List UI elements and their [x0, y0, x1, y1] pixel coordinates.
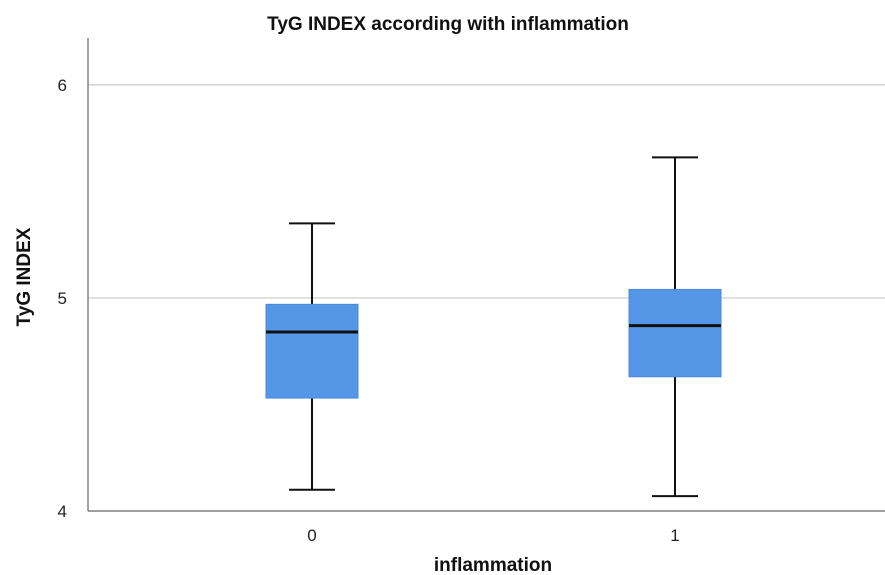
- box-group-0: [265, 222, 359, 491]
- x-axis-label: inflammation: [434, 555, 552, 575]
- x-tick-label-1: 1: [670, 526, 679, 545]
- y-axis-label: TyG INDEX: [14, 227, 35, 326]
- chart-title: TyG INDEX according with inflammation: [267, 14, 629, 35]
- iqr-box-1: [628, 288, 722, 378]
- axis-layer: [87, 38, 885, 512]
- y-tick-label-5: 5: [58, 289, 67, 308]
- grid-layer: [88, 84, 885, 299]
- iqr-box-0: [265, 303, 359, 399]
- y-tick-label-6: 6: [58, 76, 67, 95]
- box-layer: [265, 156, 722, 498]
- y-tick-label-4: 4: [58, 502, 67, 521]
- x-tick-label-0: 0: [307, 526, 316, 545]
- box-group-1: [628, 156, 722, 498]
- tick-layer: 4 5 6 0 1: [58, 76, 680, 545]
